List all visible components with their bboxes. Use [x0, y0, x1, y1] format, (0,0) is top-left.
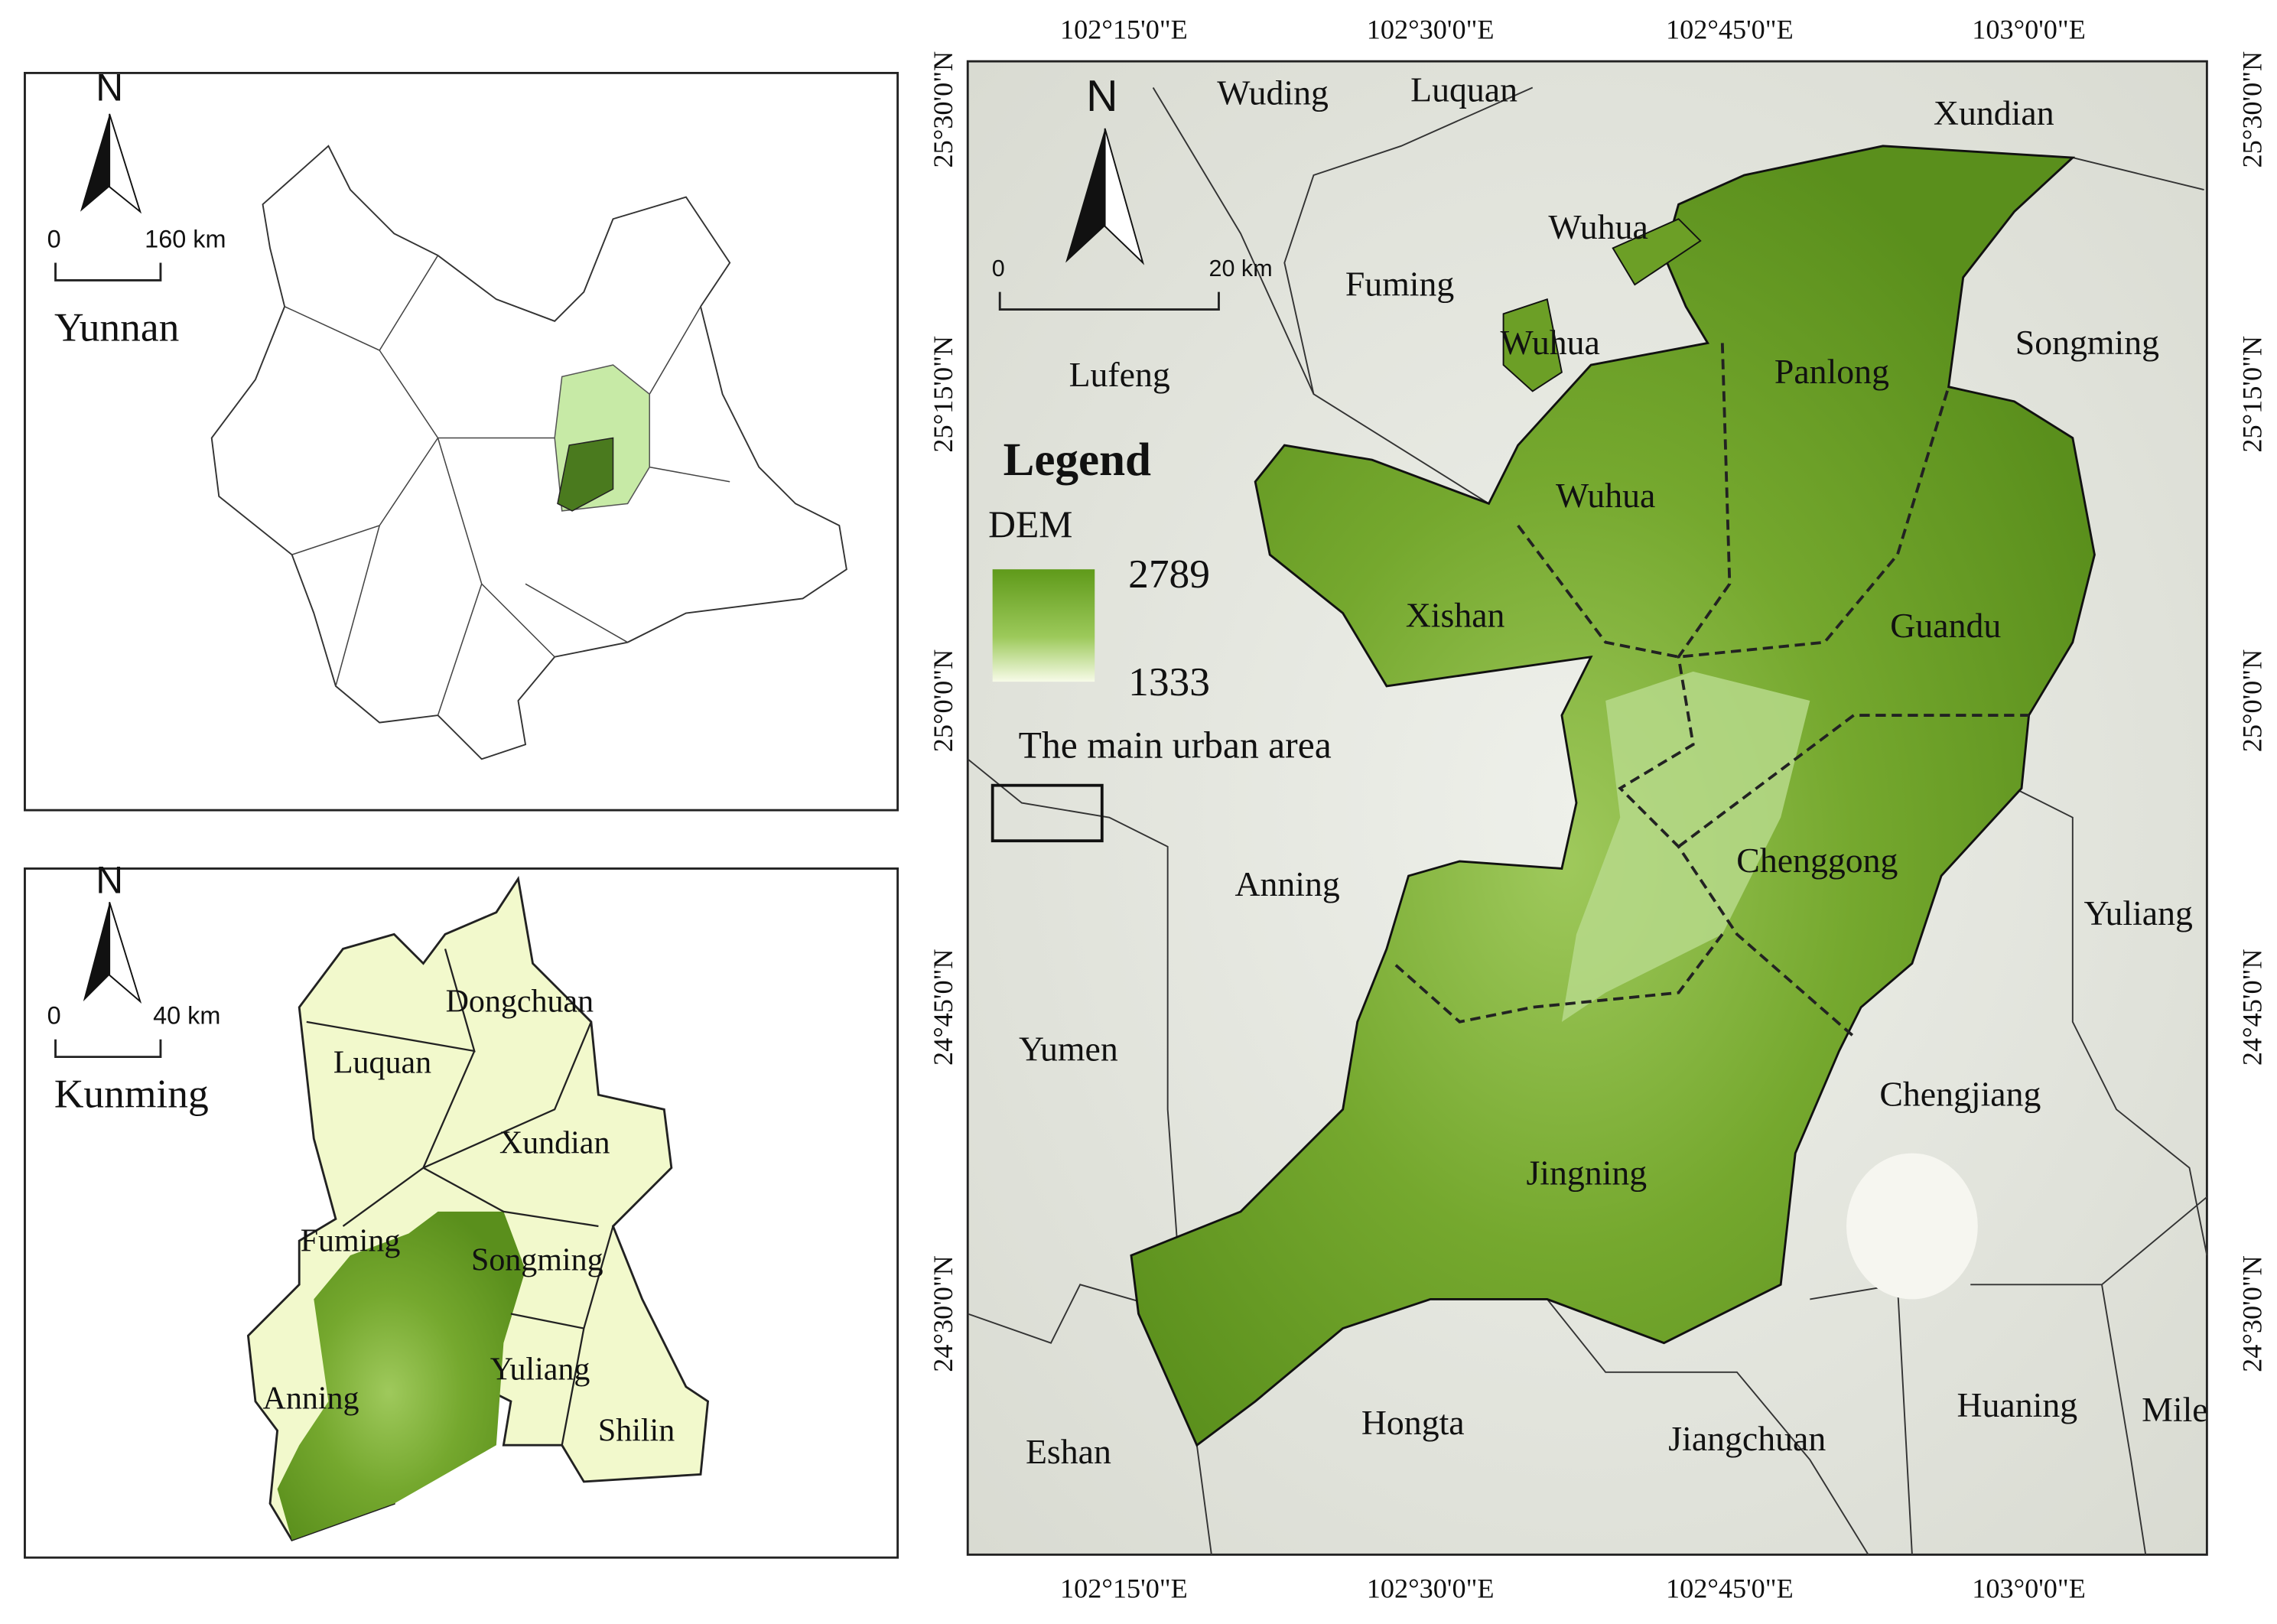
neighbor-label: Xundian [1934, 93, 2054, 132]
lon-label: 103°0'0"E [1972, 1573, 2086, 1603]
lon-label: 102°15'0"E [1060, 1573, 1188, 1603]
urban-core [1561, 671, 1810, 1022]
lat-label: 24°30'0"N [2237, 1255, 2268, 1372]
neighbor-label: Anning [1234, 864, 1339, 903]
dem-ramp [992, 569, 1095, 682]
scale-start: 0 [47, 225, 61, 252]
inset-label: Kunming [54, 1070, 209, 1116]
scale-end: 40 km [153, 1002, 220, 1030]
district-label: Luquan [333, 1046, 431, 1081]
lon-label: 102°30'0"E [1367, 14, 1495, 44]
yunnan-outline [210, 145, 847, 760]
north-arrow [109, 902, 142, 1004]
scale-bar [54, 262, 162, 282]
district-label: Fuming [301, 1224, 401, 1259]
scale-end: 160 km [145, 225, 226, 252]
legend-title: Legend [1004, 434, 1151, 486]
neighbor-label: Yuliang [2083, 893, 2193, 932]
inset-label: Yunnan [54, 304, 179, 350]
lat-label: 24°30'0"N [928, 1255, 958, 1372]
district-label: Yuliang [490, 1352, 590, 1387]
neighbor-label: Hongta [1361, 1403, 1465, 1442]
neighbor-label: Songming [2015, 323, 2159, 362]
district-label: Songming [471, 1242, 603, 1277]
north-label: N [96, 66, 123, 109]
scale-start: 0 [47, 1002, 61, 1030]
dem-min: 1333 [1128, 659, 1210, 705]
scale-start: 0 [992, 255, 1005, 282]
lat-label: 25°30'0"N [928, 51, 958, 168]
urban-dem [277, 1211, 526, 1541]
lon-label: 103°0'0"E [1972, 14, 2086, 44]
lat-label: 25°0'0"N [2237, 649, 2268, 753]
wuhua-exclave [1502, 298, 1563, 392]
urban-legend-box [990, 783, 1104, 843]
lat-label: 25°15'0"N [928, 336, 958, 453]
lon-label: 102°45'0"E [1666, 1573, 1794, 1603]
neighbor-label: Wuding [1217, 73, 1329, 112]
neighbor-label: Huaning [1957, 1385, 2077, 1424]
lon-label: 102°45'0"E [1666, 14, 1794, 44]
neighbor-label: Wuhua [1500, 323, 1599, 362]
wuhua-exclave [1612, 218, 1702, 286]
scale-bar [998, 291, 1220, 311]
neighbor-label: Eshan [1026, 1432, 1111, 1471]
district-label: Anning [263, 1382, 359, 1417]
district-label: Jingning [1526, 1154, 1647, 1193]
district-label: Chenggong [1736, 841, 1898, 880]
scale-end: 20 km [1209, 255, 1273, 282]
lon-label: 102°15'0"E [1060, 14, 1188, 44]
lat-label: 24°45'0"N [928, 949, 958, 1066]
lat-label: 25°0'0"N [928, 649, 958, 753]
neighbor-label: Lufeng [1069, 355, 1170, 394]
district-label: Guandu [1890, 606, 2001, 645]
scale-bar [54, 1039, 162, 1059]
neighbor-label: Jiangchuan [1668, 1419, 1826, 1458]
lat-label: 25°15'0"N [2237, 336, 2268, 453]
district-label: Panlong [1774, 352, 1889, 391]
north-label: N [96, 859, 123, 902]
neighbor-label: Wuhua [1548, 207, 1648, 246]
lon-label: 102°30'0"E [1367, 1573, 1495, 1603]
dem-max: 2789 [1128, 551, 1210, 597]
neighbor-label: Yumen [1019, 1029, 1118, 1068]
district-label: Xishan [1406, 596, 1505, 635]
district-label: Wuhua [1556, 476, 1655, 515]
district-boundaries [306, 949, 614, 1446]
neighbor-label: Luquan [1410, 70, 1517, 109]
urban-highlight [557, 437, 614, 512]
lat-label: 25°30'0"N [2237, 51, 2268, 168]
district-label: Shilin [598, 1414, 675, 1449]
district-label: Dongchuan [446, 984, 594, 1020]
lat-label: 24°45'0"N [2237, 949, 2268, 1066]
north-arrow [109, 113, 142, 214]
lake [1846, 1153, 1978, 1300]
study-area [1130, 145, 2096, 1447]
urban-legend-label: The main urban area [1019, 724, 1332, 766]
dem-title: DEM [988, 503, 1072, 545]
neighbor-label: Fuming [1345, 264, 1455, 303]
neighbor-label: Chengjiang [1879, 1075, 2041, 1114]
district-boundaries [1393, 343, 2029, 1038]
north-arrow [1104, 128, 1145, 265]
district-label: Xundian [499, 1126, 610, 1161]
north-label: N [1086, 72, 1117, 121]
neighbor-label: Mile [2142, 1390, 2207, 1429]
